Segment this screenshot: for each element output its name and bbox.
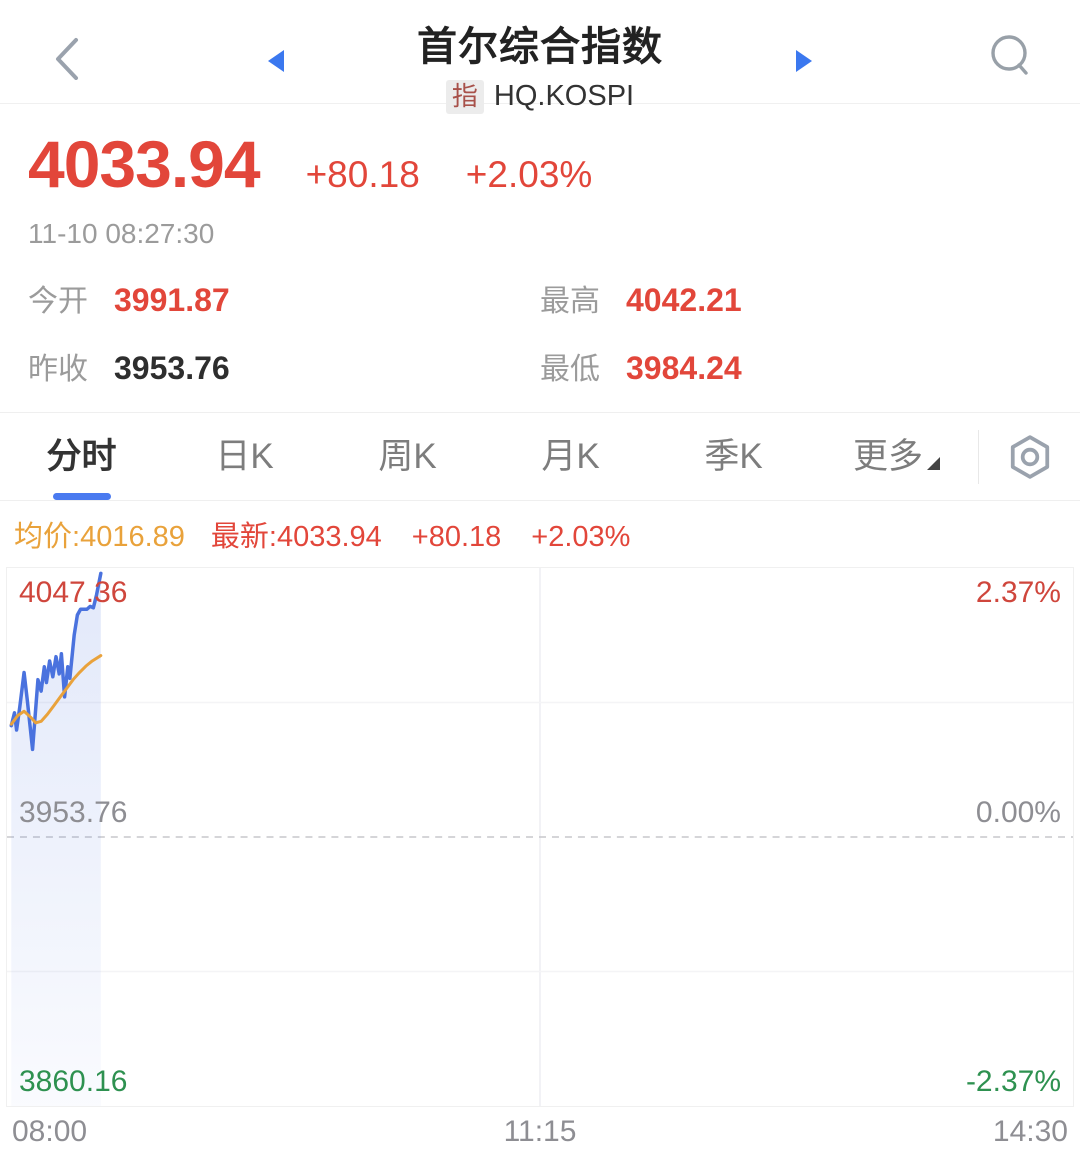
- tab-minute[interactable]: 分时: [0, 413, 163, 500]
- y-label-high-pct: 2.37%: [975, 576, 1061, 609]
- index-type-badge: 指: [445, 80, 484, 114]
- quote-panel: 4033.94 +80.18 +2.03% 11-10 08:27:30 今开 …: [0, 104, 1080, 413]
- period-tabs: 分时 日K 周K 月K 季K 更多: [0, 413, 1080, 501]
- settings-nut-icon: [1010, 434, 1049, 479]
- latest-change: +80.18: [411, 521, 502, 553]
- stat-low: 最低 3984.24: [540, 344, 1052, 388]
- price-row: 4033.94 +80.18 +2.03%: [28, 126, 1052, 202]
- stat-open: 今开 3991.87: [28, 276, 540, 320]
- prev-stock-icon[interactable]: [264, 48, 290, 74]
- stat-high-value: 4042.21: [626, 282, 742, 318]
- avg_price-line: [9, 654, 103, 726]
- latest-change-percent: +2.03%: [531, 521, 631, 553]
- tab-daily-k[interactable]: 日K: [215, 437, 274, 476]
- back-icon[interactable]: [46, 32, 94, 80]
- latest-price-value: 4033.94: [276, 521, 382, 553]
- symbol-code: HQ.KOSPI: [493, 80, 635, 113]
- y-label-mid-price: 3953.76: [19, 796, 128, 829]
- chart-info-bar: 均价: 4016.89 最新: 4033.94 +80.18 +2.03%: [0, 501, 1080, 563]
- stat-prev-close: 昨收 3953.76: [28, 344, 540, 388]
- stat-low-value: 3984.24: [626, 350, 742, 386]
- stat-open-label: 今开: [28, 285, 88, 318]
- y-label-low-pct: -2.37%: [965, 1065, 1061, 1098]
- minute-chart[interactable]: 4047.36 2.37% 3953.76 0.00% 3860.16 -2.3…: [6, 567, 1074, 1107]
- stat-high-label: 最高: [540, 285, 600, 318]
- stat-prev-close-value: 3953.76: [114, 350, 230, 386]
- y-label-low-price: 3860.16: [19, 1065, 128, 1098]
- title-bar: 首尔综合指数 指 HQ.KOSPI: [0, 0, 1080, 114]
- x-label-open: 08:00: [12, 1115, 88, 1148]
- tab-more[interactable]: 更多: [815, 413, 978, 500]
- tab-more-label: 更多: [852, 437, 923, 476]
- symbol-row: 指 HQ.KOSPI: [0, 80, 1080, 114]
- stat-high: 最高 4042.21: [540, 276, 1052, 320]
- tabs-divider: [978, 429, 979, 484]
- stat-low-label: 最低: [540, 353, 600, 386]
- search-icon[interactable]: [988, 32, 1036, 80]
- chart-settings-button[interactable]: [979, 434, 1080, 480]
- minute-chart-canvas: [7, 568, 1073, 1106]
- price-change: +80.18: [305, 154, 420, 195]
- current-price: 4033.94: [28, 127, 261, 201]
- page-title: 首尔综合指数: [417, 25, 663, 69]
- x-axis: 08:00 11:15 14:30: [0, 1107, 1080, 1149]
- quote-timestamp: 11-10 08:27:30: [28, 218, 215, 249]
- stock-detail-page: 首尔综合指数 指 HQ.KOSPI 4033.94 +80.18 +2.03% …: [0, 0, 1080, 1126]
- title-block: 首尔综合指数 指 HQ.KOSPI: [0, 14, 1080, 114]
- x-label-mid: 11:15: [503, 1115, 577, 1148]
- tab-weekly-k[interactable]: 周K: [378, 437, 437, 476]
- y-label-mid-pct: 0.00%: [975, 796, 1061, 829]
- latest-price-label: 最新:: [210, 521, 277, 553]
- x-label-close: 14:30: [992, 1115, 1068, 1148]
- stat-prev-close-label: 昨收: [28, 353, 88, 386]
- price-line: [9, 571, 103, 752]
- next-stock-icon[interactable]: [790, 48, 816, 74]
- corner-triangle-icon: [927, 457, 940, 470]
- avg-price-label: 均价:: [14, 521, 81, 553]
- tab-quarterly-k[interactable]: 季K: [704, 437, 763, 476]
- price-area-fill: [11, 573, 101, 1106]
- stat-open-value: 3991.87: [114, 282, 230, 318]
- tab-monthly-k[interactable]: 月K: [541, 437, 600, 476]
- price-change-percent: +2.03%: [465, 154, 593, 195]
- y-label-high-price: 4047.36: [19, 576, 128, 609]
- avg-price-value: 4016.89: [80, 521, 185, 553]
- stats-grid: 今开 3991.87 最高 4042.21 昨收 3953.76 最低 3984…: [28, 276, 1052, 388]
